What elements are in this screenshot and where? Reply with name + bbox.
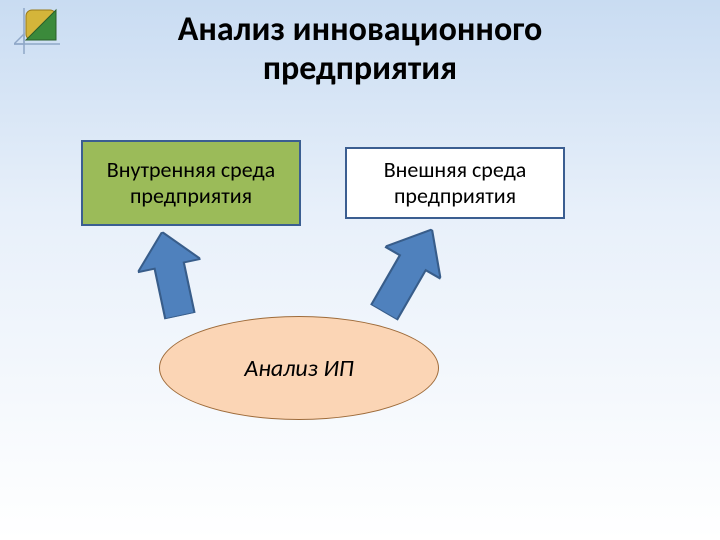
arrow-left-icon [131,225,211,322]
slide-title: Анализ инновационного предприятия [0,10,720,88]
title-line1: Анализ инновационного [178,9,543,50]
slide: Анализ инновационного предприятия Внутре… [0,0,720,540]
title-line2: предприятия [263,48,457,89]
ellipse-analysis: Анализ ИП [159,316,439,420]
box-internal-env: Внутренняя среда предприятия [81,140,301,226]
box-internal-label: Внутренняя среда предприятия [83,157,299,210]
arrow-right-icon [356,213,459,328]
box-external-env: Внешняя среда предприятия [345,147,565,219]
box-external-label: Внешняя среда предприятия [347,157,563,210]
ellipse-label: Анализ ИП [244,354,353,383]
